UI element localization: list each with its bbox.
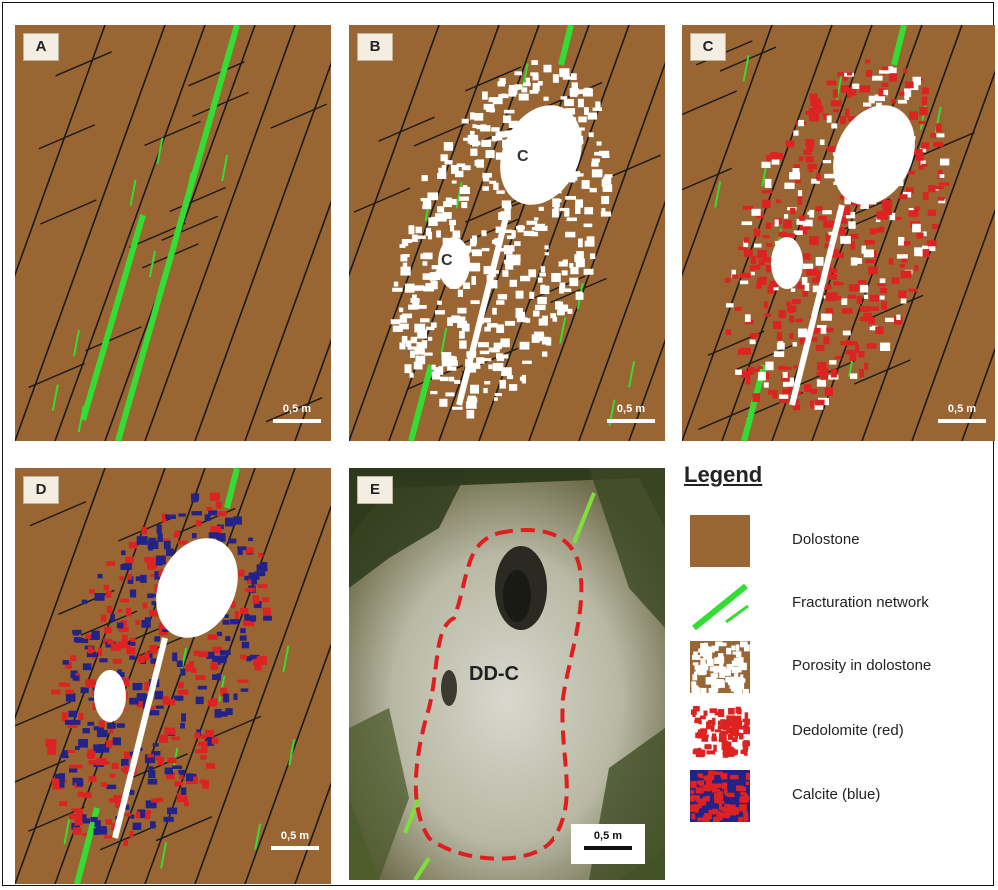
panel-e-label: E <box>357 476 393 504</box>
dd-c-outline <box>413 528 584 861</box>
panel-e-scale-text: 0,5 m <box>593 830 623 842</box>
panel-b-label: B <box>357 33 393 61</box>
panel-c-scale-line <box>938 419 986 423</box>
panel-c-dedolomite-body <box>724 59 950 411</box>
dd-c-label: DD-C <box>469 663 519 685</box>
legend-item-calcite: Calcite (blue) <box>690 770 990 822</box>
panel-b-bedding-fractures <box>349 25 665 441</box>
legend-item-porosity: Porosity in dolostone <box>690 641 990 693</box>
porosity-swatch <box>690 641 750 693</box>
panel-b-cavity-lower-label: C <box>441 252 453 269</box>
legend-item-dedolomite: Dedolomite (red) <box>690 706 990 758</box>
legend-label-dedolomite: Dedolomite (red) <box>792 722 904 739</box>
panel-b-cavity-upper-label: C <box>517 148 529 165</box>
panel-a-label: A <box>23 33 59 61</box>
panel-a-scale-line <box>273 419 321 423</box>
legend-label-fracture: Fracturation network <box>792 594 929 611</box>
panel-b-porosity-body <box>390 60 613 419</box>
legend-label-dolostone: Dolostone <box>792 531 860 548</box>
legend-label-calcite: Calcite (blue) <box>792 786 881 803</box>
panel-e-scale-line <box>584 846 632 850</box>
panel-a-scale-text: 0,5 m <box>282 403 312 415</box>
panel-c-scale-bar: 0,5 m <box>938 403 986 433</box>
panel-c: C 0,5 m <box>682 25 995 441</box>
legend-title: Legend <box>684 462 763 487</box>
panel-e-photo: E DD-C 0,5 m <box>349 468 665 880</box>
panel-d-scale-bar: 0,5 m <box>271 830 319 860</box>
legend-item-dolostone: Dolostone <box>690 515 990 567</box>
panel-d-label: D <box>23 476 59 504</box>
legend-label-porosity: Porosity in dolostone <box>792 657 932 674</box>
panel-d-calcite-body <box>45 492 272 846</box>
calcite-swatch <box>690 770 750 822</box>
panel-b-scale-bar: 0,5 m <box>607 403 655 433</box>
dolostone-swatch <box>690 515 750 567</box>
panel-a-bedding-fractures <box>15 25 331 441</box>
panel-b: B C C 0,5 m <box>349 25 665 441</box>
outcrop-photo <box>349 468 665 880</box>
panel-a: A 0,5 m <box>15 25 331 441</box>
panel-a-scale-bar: 0,5 m <box>273 403 321 433</box>
panel-d-scale-line <box>271 846 319 850</box>
panel-b-scale-line <box>607 419 655 423</box>
dedolomite-swatch <box>690 706 750 758</box>
panel-e-scale-box <box>571 824 645 864</box>
panel-e-scale-bar: 0,5 m <box>584 830 632 860</box>
fracture-swatch <box>692 583 749 630</box>
panel-b-scale-text: 0,5 m <box>616 403 646 415</box>
panel-c-scale-text: 0,5 m <box>947 403 977 415</box>
panel-d: D 0,5 m <box>15 468 331 884</box>
panel-d-scale-text: 0,5 m <box>280 830 310 842</box>
legend-item-fracture: Fracturation network <box>690 578 990 630</box>
panel-c-label: C <box>690 33 726 61</box>
